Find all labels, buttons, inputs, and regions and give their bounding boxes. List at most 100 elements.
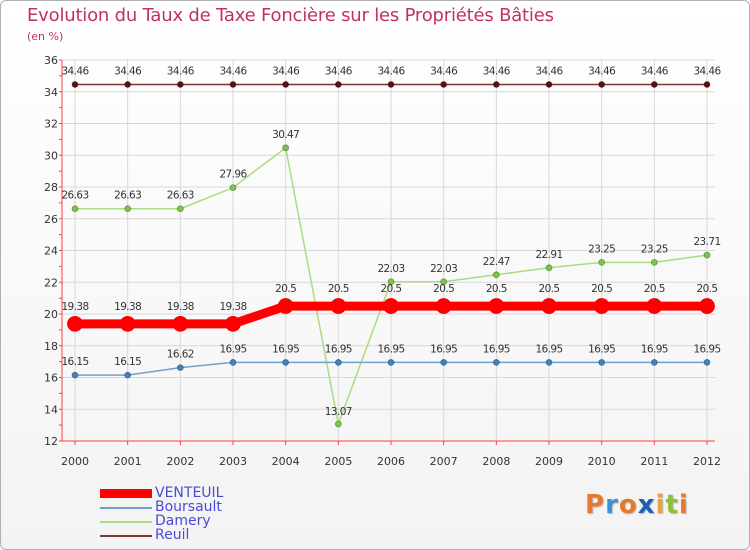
y-tick-label: 36 [44, 54, 58, 67]
data-label-damery: 26.63 [167, 190, 194, 202]
data-point-boursault [334, 359, 342, 366]
data-label-venteuil: 20.5 [539, 283, 560, 295]
data-label-damery: 22.91 [535, 249, 562, 261]
logo-letter: i [655, 490, 666, 520]
data-label-damery: 23.25 [641, 243, 668, 255]
data-label-reuil: 34.46 [272, 65, 300, 77]
x-tick-label: 2004 [272, 455, 300, 468]
y-tick-label: 28 [44, 181, 58, 194]
data-label-reuil: 34.46 [325, 65, 353, 77]
legend-label-reuil: Reuil [155, 527, 190, 543]
data-point-damery [387, 278, 395, 286]
x-tick-label: 2009 [535, 455, 563, 468]
data-point-reuil [229, 81, 237, 88]
data-point-boursault [598, 359, 606, 366]
legend-swatch-reuil [100, 535, 152, 537]
data-label-boursault: 16.95 [219, 343, 246, 355]
legend-label-boursault: Boursault [155, 499, 222, 515]
legend-swatch-damery [100, 521, 152, 523]
data-point-venteuil [383, 298, 399, 314]
data-label-boursault: 16.95 [325, 343, 352, 355]
logo-letter: o [618, 490, 638, 520]
x-tick-label: 2012 [693, 455, 721, 468]
data-point-reuil [703, 81, 711, 88]
data-label-venteuil: 20.5 [381, 283, 402, 295]
data-point-reuil [176, 81, 184, 88]
data-label-reuil: 34.46 [377, 65, 405, 77]
legend-label-damery: Damery [155, 513, 211, 529]
logo-letter: i [678, 490, 689, 520]
logo-letter: t [665, 490, 679, 520]
data-label-damery: 22.47 [483, 256, 510, 268]
data-label-venteuil: 19.38 [61, 301, 88, 313]
chart-title: Evolution du Taux de Taxe Foncière sur l… [27, 5, 554, 26]
data-point-boursault [124, 371, 132, 379]
y-tick-label: 14 [44, 403, 58, 416]
data-point-reuil [334, 81, 342, 88]
y-tick-label: 12 [44, 435, 58, 448]
data-point-boursault [650, 359, 658, 366]
data-label-damery: 23.71 [693, 236, 720, 248]
data-point-reuil [598, 81, 606, 88]
data-label-venteuil: 19.38 [219, 301, 246, 313]
data-point-boursault [545, 359, 553, 366]
x-tick-label: 2008 [482, 455, 510, 468]
data-point-reuil [124, 81, 132, 88]
data-label-boursault: 16.95 [535, 343, 562, 355]
x-tick-label: 2003 [219, 455, 247, 468]
data-label-reuil: 34.46 [641, 65, 669, 77]
logo-letter: x [637, 490, 656, 520]
data-point-venteuil [172, 315, 189, 332]
data-label-venteuil: 20.5 [697, 283, 718, 295]
data-point-venteuil [225, 315, 241, 332]
y-tick-label: 22 [44, 276, 58, 289]
y-tick-label: 32 [44, 118, 58, 131]
data-label-venteuil: 20.5 [486, 283, 507, 295]
data-label-reuil: 34.46 [483, 65, 511, 77]
data-label-venteuil: 19.38 [167, 301, 194, 313]
data-point-venteuil [119, 315, 136, 332]
y-axis-unit-label: (en %) [27, 30, 64, 43]
data-label-reuil: 34.46 [61, 65, 89, 77]
data-point-damery [71, 205, 79, 213]
data-point-damery [440, 278, 448, 286]
data-label-boursault: 16.95 [483, 343, 510, 355]
data-point-boursault [492, 359, 500, 366]
data-label-reuil: 34.46 [114, 65, 142, 77]
data-point-damery [492, 271, 500, 279]
y-tick-label: 16 [44, 372, 58, 385]
logo-letter: P [585, 490, 606, 520]
data-point-damery [703, 251, 711, 259]
legend-swatch-venteuil [100, 489, 152, 498]
data-label-boursault: 16.95 [693, 343, 720, 355]
data-point-boursault [440, 359, 448, 366]
data-label-reuil: 34.46 [167, 65, 195, 77]
data-point-boursault [703, 359, 711, 366]
data-point-reuil [650, 81, 658, 88]
data-label-venteuil: 20.5 [644, 283, 665, 295]
data-label-boursault: 16.95 [430, 343, 457, 355]
data-point-reuil [492, 81, 500, 88]
logo-letter: r [605, 490, 619, 520]
proxiti-logo: Proxiti [585, 490, 689, 520]
data-point-damery [124, 205, 132, 213]
y-tick-label: 20 [44, 308, 58, 321]
data-label-boursault: 16.95 [272, 343, 299, 355]
data-label-boursault: 16.15 [114, 356, 141, 368]
data-label-boursault: 16.95 [641, 343, 668, 355]
x-tick-label: 2005 [324, 455, 352, 468]
data-label-reuil: 34.46 [219, 65, 247, 77]
y-tick-label: 30 [44, 149, 58, 162]
data-point-boursault [71, 371, 79, 379]
data-label-damery: 22.03 [377, 263, 404, 275]
data-label-reuil: 34.46 [430, 65, 458, 77]
y-tick-label: 18 [44, 340, 58, 353]
data-point-venteuil [330, 298, 347, 314]
data-point-venteuil [435, 298, 452, 314]
data-label-damery: 22.03 [430, 263, 457, 275]
data-point-boursault [387, 359, 395, 366]
y-tick-label: 34 [44, 86, 58, 99]
data-label-damery: 26.63 [61, 190, 88, 202]
data-label-boursault: 16.95 [588, 343, 615, 355]
data-point-damery [282, 144, 290, 152]
